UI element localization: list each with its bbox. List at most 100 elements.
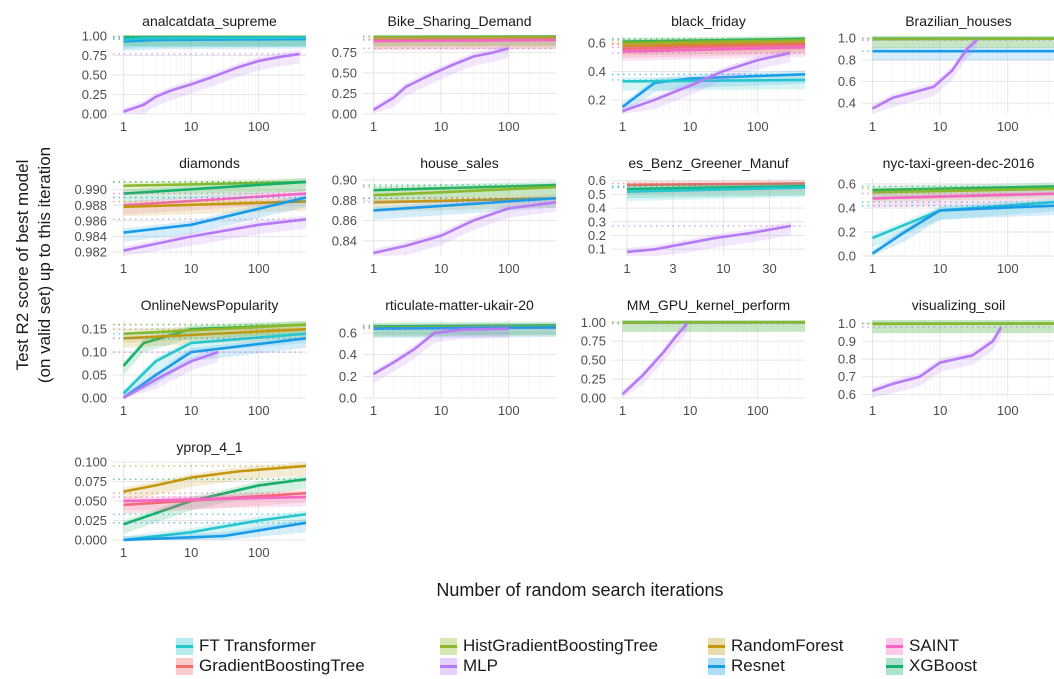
y-tick-label: 0.00 xyxy=(332,107,357,122)
y-tick-label: 0.2 xyxy=(588,228,606,243)
series-line-ft-transformer xyxy=(626,186,806,193)
series-line-gradientboostingtree xyxy=(626,182,806,187)
legend-item-gradient-boosting-tree: GradientBoostingTree xyxy=(176,656,365,676)
y-tick-label: 0.10 xyxy=(82,345,107,360)
y-tick-label: 0.000 xyxy=(74,533,107,548)
x-tick-label: 1 xyxy=(869,119,876,134)
x-tick-label: 10 xyxy=(933,403,947,418)
x-tick-label: 10 xyxy=(434,119,448,134)
x-tick-label: 30 xyxy=(762,261,776,276)
x-tick-label: 100 xyxy=(498,119,520,134)
y-tick-label: 0.6 xyxy=(588,36,606,51)
x-tick-label: 10 xyxy=(683,119,697,134)
y-tick-label: 0.0 xyxy=(838,249,856,264)
x-tick-label: 1 xyxy=(370,261,377,276)
y-tick-label: 0.86 xyxy=(332,213,357,228)
series-line-resnet xyxy=(871,204,1054,255)
legend-label: Resnet xyxy=(731,656,785,675)
y-tick-label: 0.00 xyxy=(82,107,107,122)
x-tick-label: 10 xyxy=(434,261,448,276)
y-tick-label: 0.6 xyxy=(588,173,606,188)
x-tick-label: 100 xyxy=(498,403,520,418)
series-line-histgradientboostingtree xyxy=(123,323,307,336)
y-tick-label: 0.6 xyxy=(838,74,856,89)
facet-title: nyc-taxi-green-dec-2016 xyxy=(883,155,1035,171)
y-axis-label-line2: (on valid set) up to this iteration xyxy=(35,147,54,383)
series-line-mlp xyxy=(123,52,300,113)
facet-nyc-taxi-green-dec-2016: nyc-taxi-green-dec-2016 0.0 0.2 0.4 0.6 1 10 10… xyxy=(838,155,1054,276)
x-tick-label: 10 xyxy=(184,119,198,134)
series-line-xgboost xyxy=(626,184,806,191)
y-tick-label: 0.4 xyxy=(588,201,606,216)
series-line-resnet xyxy=(123,196,307,234)
series-line-saint xyxy=(373,38,557,43)
series-line-xgboost xyxy=(123,180,307,195)
series-line-saint xyxy=(123,495,307,503)
x-tick-label: 10 xyxy=(184,403,198,418)
series-band-mlp xyxy=(622,49,790,115)
x-tick-label: 10 xyxy=(933,261,947,276)
y-tick-label: 0.25 xyxy=(332,86,357,101)
series-line-mlp xyxy=(622,51,791,113)
x-tick-label: 10 xyxy=(716,261,730,276)
y-tick-label: 0.50 xyxy=(581,353,606,368)
x-tick-label: 10 xyxy=(184,261,198,276)
series-line-resnet xyxy=(373,326,557,330)
x-tick-label: 100 xyxy=(997,403,1019,418)
x-tick-label: 1 xyxy=(370,403,377,418)
x-tick-label: 100 xyxy=(248,403,270,418)
x-tick-label: 10 xyxy=(434,403,448,418)
facet-mm-gpu-kernel-perform: MM_GPU_kernel_perform 0.00 0.25 0.50 0.75 1.0… xyxy=(581,297,806,418)
y-tick-label: 0.1 xyxy=(588,242,606,257)
facet-bike-sharing-demand: Bike_Sharing_Demand 0.00 0.25 0.50 0.75 1 10 10… xyxy=(332,13,557,134)
y-tick-label: 0.8 xyxy=(838,52,856,67)
y-tick-label: 0.00 xyxy=(82,391,107,406)
series-line-mlp xyxy=(373,201,557,255)
facet-onlinenewspopularity: OnlineNewsPopularity 0.00 0.05 0.10 0.15 1 10 1… xyxy=(82,297,307,418)
series-line-resnet xyxy=(122,337,307,400)
series-band-mlp xyxy=(373,44,509,115)
y-tick-label: 0.982 xyxy=(74,245,107,260)
series-line-mlp xyxy=(621,322,688,396)
y-tick-label: 1.0 xyxy=(838,31,856,46)
facet-title: house_sales xyxy=(420,155,499,171)
series-band-resnet xyxy=(123,193,306,242)
series-band-saint xyxy=(123,493,306,511)
y-tick-label: 0.8 xyxy=(838,352,856,367)
legend-key-xgboost xyxy=(886,657,903,675)
legend-label: GradientBoostingTree xyxy=(199,656,365,675)
series-band-resnet xyxy=(123,518,306,540)
series-line-saint xyxy=(872,192,1054,200)
legend-label: SAINT xyxy=(909,636,960,655)
series-band-ft-transformer xyxy=(872,198,1054,248)
series-band-mlp xyxy=(872,323,1002,398)
series-line-randomforest xyxy=(123,464,307,493)
legend-key-hist-gradient-boosting-tree xyxy=(440,637,457,655)
x-tick-label: 100 xyxy=(498,261,520,276)
legend-key-saint xyxy=(886,637,903,655)
y-tick-label: 0.88 xyxy=(332,193,357,208)
series-line-mlp xyxy=(372,47,510,112)
x-tick-label: 1 xyxy=(120,545,127,560)
y-tick-label: 0.6 xyxy=(339,326,357,341)
facet-title: diamonds xyxy=(179,155,240,171)
legend-label: XGBoost xyxy=(909,656,978,675)
series-band-resnet xyxy=(872,201,1054,256)
y-tick-label: 0.00 xyxy=(581,391,606,406)
series-line-xgboost xyxy=(373,183,557,192)
legend-item-ft-transformer: FT Transformer xyxy=(176,636,316,656)
facet-title: black_friday xyxy=(671,13,746,29)
facet-analcatdata-supreme: analcatdata_supreme 0.00 0.25 0.50 0.75 1.00 1… xyxy=(82,13,307,134)
y-tick-label: 0.50 xyxy=(82,68,107,83)
y-tick-label: 0.2 xyxy=(339,369,357,384)
series-line-mlp xyxy=(372,327,509,376)
y-tick-label: 0.75 xyxy=(332,45,357,60)
x-tick-label: 100 xyxy=(747,403,769,418)
series-line-mlp xyxy=(626,224,792,254)
legend: FT Transformer GradientBoostingTree Hist… xyxy=(176,636,1006,676)
y-tick-label: 1.00 xyxy=(82,29,107,44)
y-tick-label: 0.4 xyxy=(838,201,856,216)
x-tick-label: 100 xyxy=(248,545,270,560)
y-tick-label: 0.988 xyxy=(74,198,107,213)
y-tick-label: 0.7 xyxy=(838,369,856,384)
